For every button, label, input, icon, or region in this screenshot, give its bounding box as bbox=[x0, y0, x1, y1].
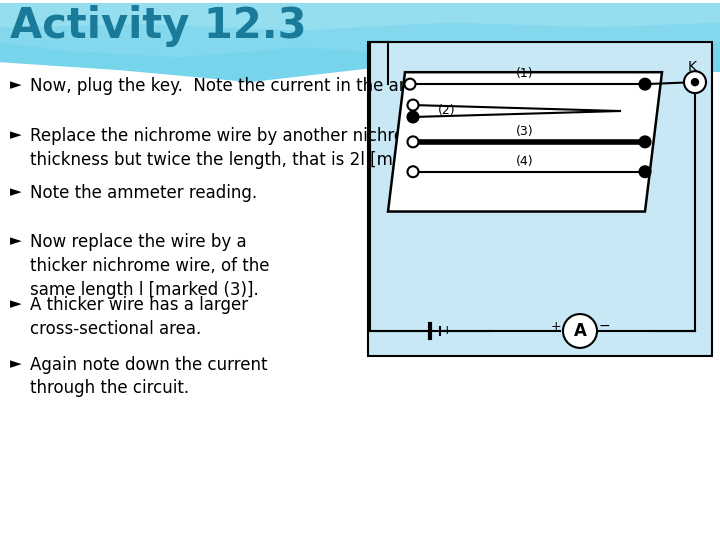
Circle shape bbox=[408, 99, 418, 111]
Text: Replace the nichrome wire by another nichrome wire of same
thickness but twice t: Replace the nichrome wire by another nic… bbox=[30, 127, 562, 168]
Circle shape bbox=[639, 166, 650, 177]
Circle shape bbox=[684, 71, 706, 93]
Text: −: − bbox=[417, 324, 429, 338]
Text: ►: ► bbox=[10, 296, 22, 311]
Polygon shape bbox=[388, 72, 662, 212]
Circle shape bbox=[691, 79, 698, 86]
Polygon shape bbox=[0, 3, 720, 30]
Text: +: + bbox=[551, 320, 562, 333]
Text: K: K bbox=[688, 60, 696, 74]
Text: Now, plug the key.  Note the current in the ammeter.: Now, plug the key. Note the current in t… bbox=[30, 77, 469, 95]
FancyBboxPatch shape bbox=[368, 42, 712, 356]
Text: A thicker wire has a larger
cross-sectional area.: A thicker wire has a larger cross-sectio… bbox=[30, 296, 248, 338]
Text: Now replace the wire by a
thicker nichrome wire, of the
same length l [marked (3: Now replace the wire by a thicker nichro… bbox=[30, 233, 269, 299]
Text: (1): (1) bbox=[516, 67, 534, 80]
Text: ►: ► bbox=[10, 127, 22, 142]
Polygon shape bbox=[0, 3, 720, 82]
Circle shape bbox=[408, 111, 418, 123]
Text: ►: ► bbox=[10, 233, 22, 248]
Circle shape bbox=[408, 166, 418, 177]
Polygon shape bbox=[0, 3, 720, 57]
Text: Again note down the current
through the circuit.: Again note down the current through the … bbox=[30, 356, 268, 397]
Text: Activity 12.3: Activity 12.3 bbox=[10, 5, 307, 48]
Circle shape bbox=[639, 79, 650, 90]
Circle shape bbox=[563, 314, 597, 348]
Text: ►: ► bbox=[10, 356, 22, 371]
Text: +: + bbox=[441, 325, 452, 338]
Text: (3): (3) bbox=[516, 125, 534, 138]
Text: Note the ammeter reading.: Note the ammeter reading. bbox=[30, 184, 257, 201]
Text: (2): (2) bbox=[438, 104, 456, 117]
Text: A: A bbox=[574, 322, 586, 340]
Text: −: − bbox=[598, 319, 610, 333]
Text: (4): (4) bbox=[516, 155, 534, 168]
Circle shape bbox=[408, 137, 418, 147]
Circle shape bbox=[639, 137, 650, 147]
Text: ►: ► bbox=[10, 77, 22, 92]
Circle shape bbox=[405, 79, 415, 90]
Text: ►: ► bbox=[10, 184, 22, 199]
